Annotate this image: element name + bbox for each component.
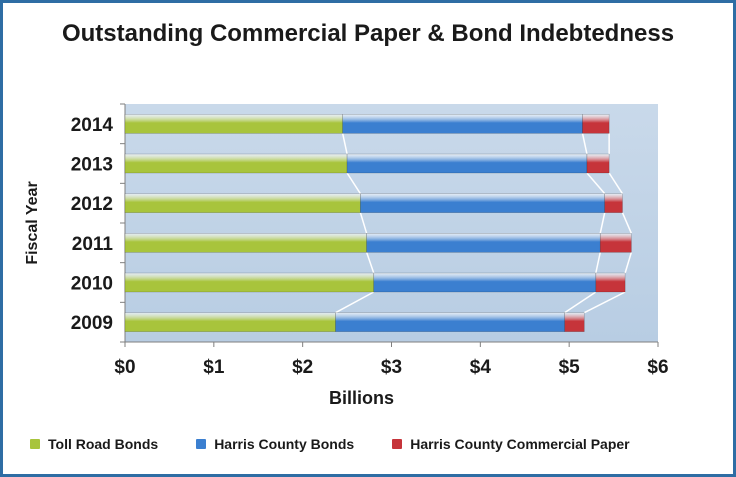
bar-toll-road-bonds-2010 [124, 272, 375, 293]
series-connector-line [624, 252, 633, 274]
bar-toll-road-bonds-2011 [124, 233, 367, 253]
legend-label-toll-road-bonds: Toll Road Bonds [48, 436, 159, 452]
series-connector-line [621, 212, 633, 234]
y-tick-label: 2013 [71, 155, 113, 176]
x-tick-label: $0 [114, 357, 135, 378]
series-connector-line [346, 172, 362, 195]
x-axis-title: Billions [329, 388, 394, 408]
legend-item-commercial-paper: Harris County Commercial Paper [392, 436, 630, 452]
series-connector-line [581, 133, 588, 155]
bar-commercial-paper-2009 [564, 312, 585, 332]
series-connector-line [564, 291, 597, 314]
plot-area [125, 104, 658, 342]
bar-toll-road-bonds-2013 [124, 153, 348, 174]
bar-harris-county-bonds-2011 [366, 233, 601, 253]
legend-label-harris-county-bonds: Harris County Bonds [214, 436, 355, 452]
chart-title: Outstanding Commercial Paper & Bond Inde… [61, 20, 675, 47]
x-tick-label: $4 [470, 357, 492, 378]
legend-swatch-commercial-paper [392, 439, 403, 449]
bar-commercial-paper-2012 [604, 193, 623, 213]
bar-toll-road-bonds-2014 [124, 114, 343, 134]
y-tick-label: 2012 [71, 194, 113, 215]
y-axis-title: Fiscal Year [24, 181, 41, 264]
bar-harris-county-bonds-2012 [360, 193, 605, 213]
bar-commercial-paper-2010 [595, 272, 626, 293]
legend-swatch-toll-road-bonds [30, 439, 40, 449]
legend-label-commercial-paper: Harris County Commercial Paper [410, 436, 630, 452]
bar-commercial-paper-2014 [582, 114, 610, 134]
series-connector-line [583, 291, 626, 314]
y-tick-label: 2014 [71, 115, 114, 136]
bar-commercial-paper-2013 [586, 153, 610, 174]
bar-toll-road-bonds-2009 [124, 312, 336, 332]
series-connector-line [359, 212, 368, 234]
x-tick-label: $3 [381, 357, 402, 378]
bar-harris-county-bonds-2014 [342, 114, 583, 134]
bar-harris-county-bonds-2009 [335, 312, 566, 332]
bar-commercial-paper-2011 [599, 233, 632, 253]
bar-harris-county-bonds-2013 [346, 153, 588, 174]
y-tick-label: 2010 [71, 274, 113, 295]
y-tick-label: 2011 [72, 234, 114, 255]
series-connector-line [595, 252, 601, 274]
x-tick-label: $5 [559, 357, 581, 378]
series-connector-line [608, 172, 624, 195]
bar-harris-county-bonds-2010 [373, 272, 597, 293]
legend-item-toll-road-bonds: Toll Road Bonds [30, 436, 158, 452]
bar-toll-road-bonds-2012 [124, 193, 361, 213]
chart-legend: Toll Road Bonds Harris County Bonds Harr… [30, 436, 730, 452]
x-tick-label: $6 [647, 357, 668, 378]
series-connector-line [335, 291, 375, 314]
series-connector-line [341, 133, 348, 155]
legend-swatch-harris-county-bonds [196, 439, 207, 449]
series-connector-line [586, 172, 606, 195]
x-tick-label: $1 [203, 357, 225, 378]
series-connector-line [365, 252, 375, 274]
series-connector-line [599, 212, 606, 234]
x-tick-label: $2 [292, 357, 313, 378]
y-tick-label: 2009 [71, 313, 113, 334]
legend-item-harris-county-bonds: Harris County Bonds [196, 436, 354, 452]
